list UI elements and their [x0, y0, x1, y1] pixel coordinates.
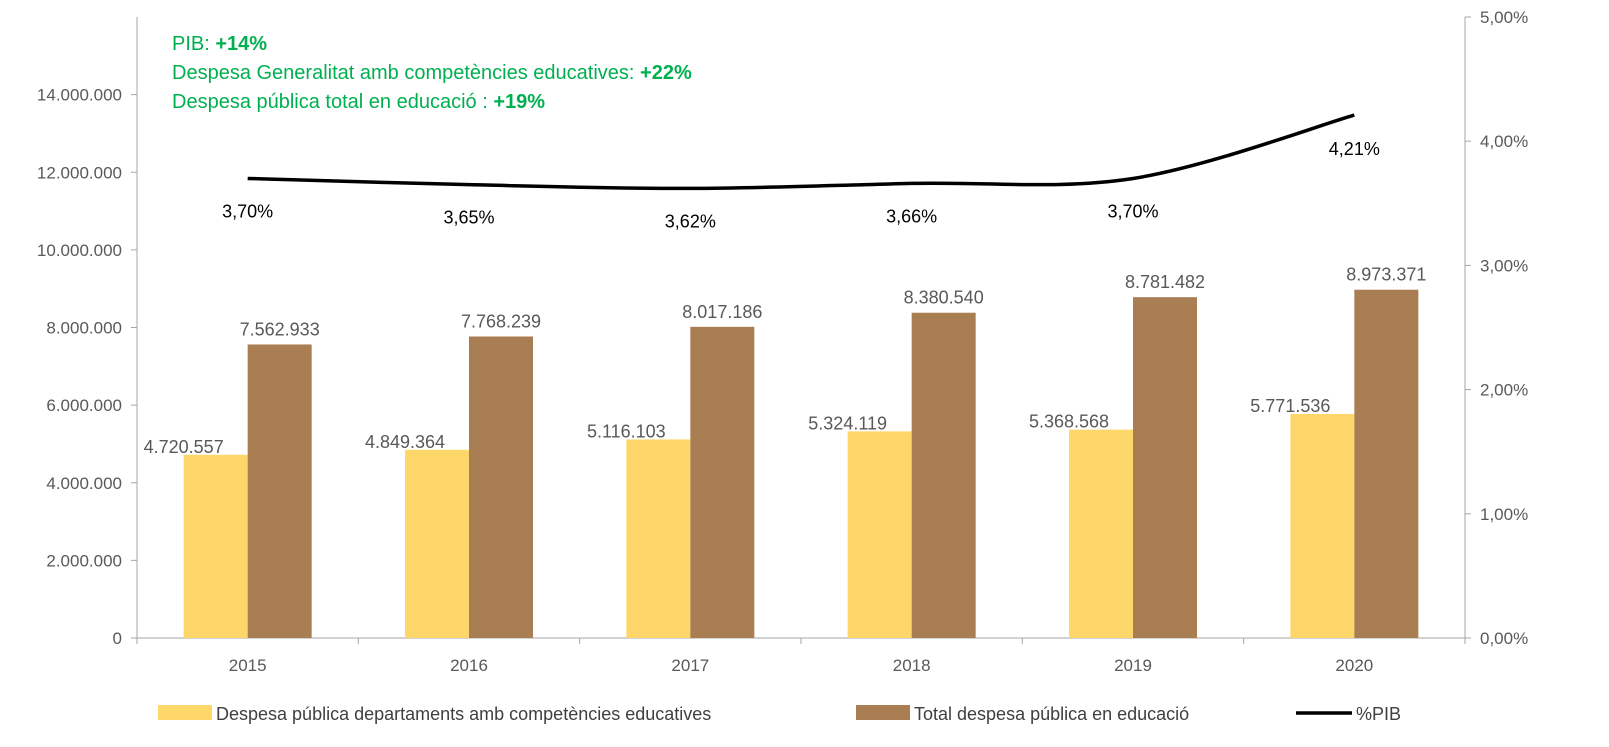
pib-data-label: 3,66% — [886, 206, 937, 226]
bar-series1-data-label: 5.771.536 — [1250, 396, 1330, 416]
right-axis-tick-label: 5,00% — [1480, 8, 1528, 27]
bar-series2 — [247, 344, 312, 638]
x-axis-tick-label: 2019 — [1114, 656, 1152, 675]
right-axis-tick-label: 3,00% — [1480, 256, 1528, 275]
legend-swatch-series2 — [856, 705, 910, 720]
growth-annotation-label: Despesa Generalitat amb competències edu… — [172, 62, 640, 84]
growth-annotation-value: +14% — [215, 33, 267, 55]
bar-series1 — [626, 439, 691, 638]
growth-annotation-label: PIB: — [172, 33, 215, 55]
bar-series1 — [405, 449, 469, 638]
left-axis-tick-label: 4.000.000 — [46, 474, 122, 493]
pib-line — [247, 113, 1355, 191]
bar-series1 — [847, 431, 912, 638]
growth-annotation: Despesa Generalitat amb competències edu… — [172, 62, 692, 84]
bar-series2 — [1354, 289, 1419, 638]
left-axis-tick-label: 2.000.000 — [46, 551, 122, 570]
right-axis-tick-label: 1,00% — [1480, 505, 1528, 524]
left-axis-tick-label: 8.000.000 — [46, 319, 122, 338]
growth-annotation: Despesa pública total en educació : +19% — [172, 91, 545, 113]
pib-data-label: 3,62% — [665, 211, 716, 231]
legend-label-series1: Despesa pública departaments amb competè… — [216, 704, 711, 724]
pib-data-label: 3,65% — [443, 208, 494, 228]
x-axis-tick-label: 2016 — [450, 656, 488, 675]
legend-label-series2: Total despesa pública en educació — [914, 704, 1189, 724]
bar-series1-data-label: 4.720.557 — [144, 437, 224, 457]
x-axis-tick-label: 2015 — [229, 656, 267, 675]
pib-data-label: 4,21% — [1329, 139, 1380, 159]
x-axis-tick-label: 2018 — [893, 656, 931, 675]
pib-data-label: 3,70% — [1107, 201, 1158, 221]
bar-series2 — [690, 326, 755, 638]
bar-series2-data-label: 7.562.933 — [240, 319, 320, 339]
bar-series2 — [911, 312, 976, 638]
growth-annotation-label: Despesa pública total en educació : — [172, 91, 493, 113]
growth-annotation: PIB: +14% — [172, 33, 267, 55]
growth-annotation-value: +22% — [640, 62, 692, 84]
bar-series1 — [1290, 413, 1355, 638]
x-axis-tick-label: 2020 — [1335, 656, 1373, 675]
bar-series2-data-label: 8.017.186 — [682, 302, 762, 322]
left-axis-tick-label: 14.000.000 — [37, 86, 122, 105]
bar-series1-data-label: 5.368.568 — [1029, 412, 1109, 432]
bar-series1-data-label: 5.116.103 — [587, 421, 666, 441]
bar-series2-data-label: 8.781.482 — [1125, 272, 1205, 292]
right-axis-tick-label: 0,00% — [1480, 629, 1528, 648]
left-axis-tick-label: 10.000.000 — [37, 241, 122, 260]
bar-series1 — [1069, 429, 1133, 638]
bar-series2-data-label: 8.973.371 — [1346, 265, 1426, 285]
bar-series1-data-label: 4.849.364 — [365, 432, 445, 452]
right-axis-tick-label: 2,00% — [1480, 381, 1528, 400]
growth-annotation-value: +19% — [493, 91, 545, 113]
bar-series2 — [469, 336, 533, 638]
right-axis-tick-label: 4,00% — [1480, 132, 1528, 151]
legend-label-pib: %PIB — [1356, 704, 1401, 724]
bar-series1-data-label: 5.324.119 — [808, 413, 887, 433]
left-axis-tick-label: 12.000.000 — [37, 163, 122, 182]
bar-series2-data-label: 7.768.239 — [461, 311, 541, 331]
bar-series1 — [183, 454, 248, 638]
left-axis-tick-label: 6.000.000 — [46, 396, 122, 415]
legend-swatch-series1 — [158, 705, 212, 720]
pib-data-label: 3,70% — [222, 201, 273, 221]
bar-series2-data-label: 8.380.540 — [904, 288, 984, 308]
x-axis-tick-label: 2017 — [671, 656, 709, 675]
left-axis-tick-label: 0 — [113, 629, 122, 648]
bar-series2 — [1133, 297, 1197, 638]
